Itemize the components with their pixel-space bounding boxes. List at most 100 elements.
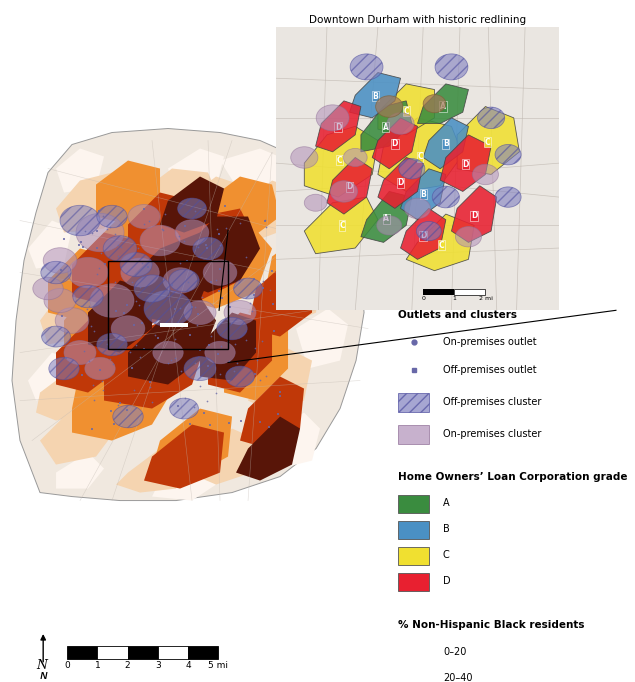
Polygon shape	[378, 158, 423, 209]
Point	[215, 340, 225, 351]
Text: D: D	[335, 123, 342, 132]
Ellipse shape	[178, 198, 206, 219]
Polygon shape	[72, 233, 136, 305]
Polygon shape	[361, 192, 412, 242]
Point	[194, 381, 204, 391]
Polygon shape	[28, 353, 72, 400]
Polygon shape	[248, 349, 312, 413]
Polygon shape	[116, 449, 184, 492]
Point	[205, 420, 215, 431]
Ellipse shape	[291, 147, 318, 168]
Ellipse shape	[76, 213, 124, 252]
Bar	[128, 646, 157, 659]
Polygon shape	[401, 209, 446, 259]
Point	[150, 329, 160, 340]
Ellipse shape	[43, 248, 77, 273]
Point	[170, 333, 180, 344]
Point	[224, 267, 234, 278]
Polygon shape	[264, 233, 328, 301]
Ellipse shape	[163, 268, 197, 293]
Point	[190, 301, 200, 312]
Ellipse shape	[153, 342, 184, 364]
Text: D: D	[462, 160, 469, 168]
Point	[272, 409, 283, 420]
Point	[77, 370, 87, 381]
Polygon shape	[208, 177, 280, 241]
Ellipse shape	[121, 258, 159, 287]
Ellipse shape	[224, 301, 256, 325]
Polygon shape	[248, 261, 312, 336]
Polygon shape	[451, 186, 497, 242]
Point	[248, 290, 258, 301]
Point	[131, 340, 141, 351]
Ellipse shape	[175, 220, 209, 246]
Point	[159, 209, 170, 220]
Point	[215, 264, 225, 275]
Point	[97, 376, 107, 387]
Point	[264, 421, 274, 432]
Text: 2: 2	[125, 661, 130, 670]
Point	[269, 325, 279, 336]
Ellipse shape	[111, 316, 145, 342]
Text: A: A	[443, 499, 450, 508]
Point	[145, 381, 156, 392]
Point	[157, 224, 167, 235]
Point	[277, 248, 287, 259]
Point	[127, 277, 137, 288]
Point	[127, 362, 137, 373]
Point	[133, 242, 144, 253]
Point	[258, 282, 269, 293]
Polygon shape	[272, 413, 320, 469]
Polygon shape	[64, 265, 160, 353]
Point	[102, 224, 112, 235]
Polygon shape	[350, 72, 401, 118]
Point	[224, 355, 234, 366]
Polygon shape	[406, 214, 474, 271]
Text: D: D	[443, 576, 451, 587]
Point	[221, 223, 231, 234]
Polygon shape	[56, 173, 128, 233]
Point	[261, 371, 271, 382]
Bar	[454, 288, 485, 295]
Polygon shape	[160, 177, 224, 233]
Point	[129, 385, 139, 396]
FancyBboxPatch shape	[398, 425, 429, 444]
Point	[241, 252, 251, 263]
Point	[158, 224, 168, 235]
Polygon shape	[96, 233, 200, 329]
Text: On-premises cluster: On-premises cluster	[443, 428, 541, 439]
Point	[106, 405, 116, 416]
Point	[281, 251, 291, 262]
Polygon shape	[236, 417, 300, 481]
Point	[110, 347, 121, 358]
Point	[57, 311, 67, 322]
Point	[80, 226, 90, 237]
Text: 4: 4	[185, 661, 190, 670]
Point	[90, 395, 100, 406]
Polygon shape	[240, 376, 304, 449]
Point	[275, 391, 285, 402]
Bar	[160, 323, 188, 327]
Ellipse shape	[316, 105, 349, 131]
Point	[204, 340, 214, 351]
Point	[135, 351, 145, 362]
Polygon shape	[228, 181, 296, 241]
Point	[133, 299, 144, 310]
Ellipse shape	[472, 164, 498, 185]
FancyBboxPatch shape	[398, 670, 429, 682]
Polygon shape	[104, 312, 208, 409]
Point	[185, 419, 195, 430]
Text: Home Owners’ Loan Corporation grade: Home Owners’ Loan Corporation grade	[398, 471, 627, 481]
Polygon shape	[378, 84, 434, 135]
Point	[260, 216, 270, 226]
Text: B: B	[372, 91, 378, 101]
Point	[183, 276, 193, 287]
Point	[225, 301, 236, 312]
Ellipse shape	[432, 186, 459, 208]
Ellipse shape	[495, 187, 521, 207]
Bar	[423, 288, 454, 295]
Polygon shape	[88, 280, 152, 353]
Point	[261, 222, 271, 233]
Polygon shape	[316, 101, 361, 152]
Point	[250, 343, 260, 354]
